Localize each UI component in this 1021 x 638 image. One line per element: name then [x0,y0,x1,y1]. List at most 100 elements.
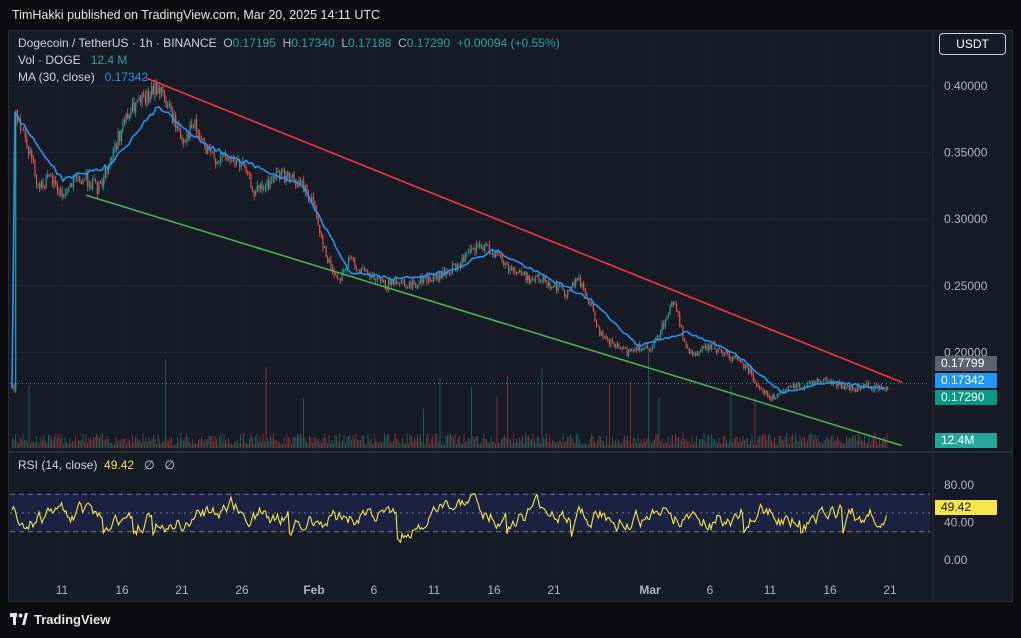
rsi-tick-label: 40.00 [944,515,974,529]
volume-bar [858,433,859,448]
resistance-trendline [145,77,903,384]
candle-body [450,272,452,275]
candle-body [340,279,342,281]
candle-body [493,253,495,258]
candle-body [690,351,692,354]
symbol-name[interactable]: Dogecoin / TetherUS · 1h · BINANCE [18,36,217,50]
candle-body [255,190,257,196]
candle-body [685,341,687,348]
rsi-label[interactable]: RSI (14, close) [18,458,98,472]
candle-body [504,264,506,266]
candle-body [740,360,742,363]
volume-bar [73,440,75,448]
volume-bar [645,441,646,448]
candle-body [728,353,730,359]
candle-body [252,187,254,193]
volume-bar [198,440,199,448]
volume-bar [79,440,81,448]
volume-bar [682,433,684,448]
volume-bar [615,440,616,448]
rsi-line [11,492,888,544]
candle-body [679,313,681,326]
volume-bar [85,434,87,448]
volume-bar [33,442,34,448]
volume-bar [163,440,165,448]
candle-body [600,331,602,336]
volume-bar [421,442,423,448]
candle-body [149,97,151,102]
volume-bar [628,440,630,448]
candle-body [826,377,828,382]
candle-body [727,350,729,354]
volume-bar [12,438,13,448]
volume-bar [444,444,445,448]
volume-bar [259,435,261,448]
x-tick-label: 6 [707,583,714,597]
candle-body [144,96,146,103]
volume-bar [864,435,865,448]
candle-body [631,350,633,352]
volume-bar [492,441,493,448]
candle-body [743,363,745,368]
candle-body [42,181,44,189]
volume-bar [208,435,210,448]
candle-body [55,180,57,185]
volume-bar [87,442,88,448]
volume-bar [327,443,328,448]
volume-bar [34,442,36,448]
volume-bar [570,434,571,448]
candle-body [868,382,870,388]
volume-bar [253,443,255,448]
candle-body [36,175,38,185]
candle-body [599,326,601,336]
volume-bar [877,444,879,448]
volume-bar [433,444,435,448]
volume-bar [213,441,214,448]
candle-body [141,94,143,103]
x-tick-label: 21 [547,583,561,597]
candle-body [559,286,561,288]
footer-brand[interactable]: TradingView [10,612,110,628]
candle-body [408,282,410,288]
volume-bar [499,442,501,448]
candle-body [810,381,812,383]
candle-body [560,285,562,287]
candle-body [128,114,130,119]
currency-button[interactable]: USDT [939,33,1006,55]
volume-label[interactable]: Vol · DOGE [18,53,81,67]
volume-bar [553,441,555,448]
volume-bar [517,442,519,448]
volume-bar [177,436,178,448]
volume-bar [334,435,336,448]
ma-price-badge: 0.17342 [935,373,997,388]
candle-body [360,268,362,275]
candle-body [21,129,23,131]
volume-bar [96,434,97,448]
candle-body [170,103,172,112]
candle-body [474,248,476,252]
volume-bar [759,435,760,448]
candle-body [568,290,570,292]
volume-bar [246,443,247,448]
volume-bar [72,441,73,448]
candle-body [213,152,215,159]
candle-body [488,244,490,254]
rsi-band-fill [10,494,930,532]
volume-bar [486,438,487,448]
volume-bar [868,433,870,448]
candle-body [271,178,273,182]
candle-body [592,304,594,312]
candle-body [588,299,590,305]
volume-bar [229,443,231,448]
ma-label[interactable]: MA (30, close) [18,70,95,84]
close-value: 0.17290 [406,36,451,50]
volume-bar [330,443,331,448]
candle-body [511,267,513,271]
candle-body [604,336,606,338]
candle-body [581,282,583,288]
volume-bar [577,434,579,448]
candle-body [583,282,585,290]
candle-body [397,282,399,284]
volume-bar [49,434,51,448]
